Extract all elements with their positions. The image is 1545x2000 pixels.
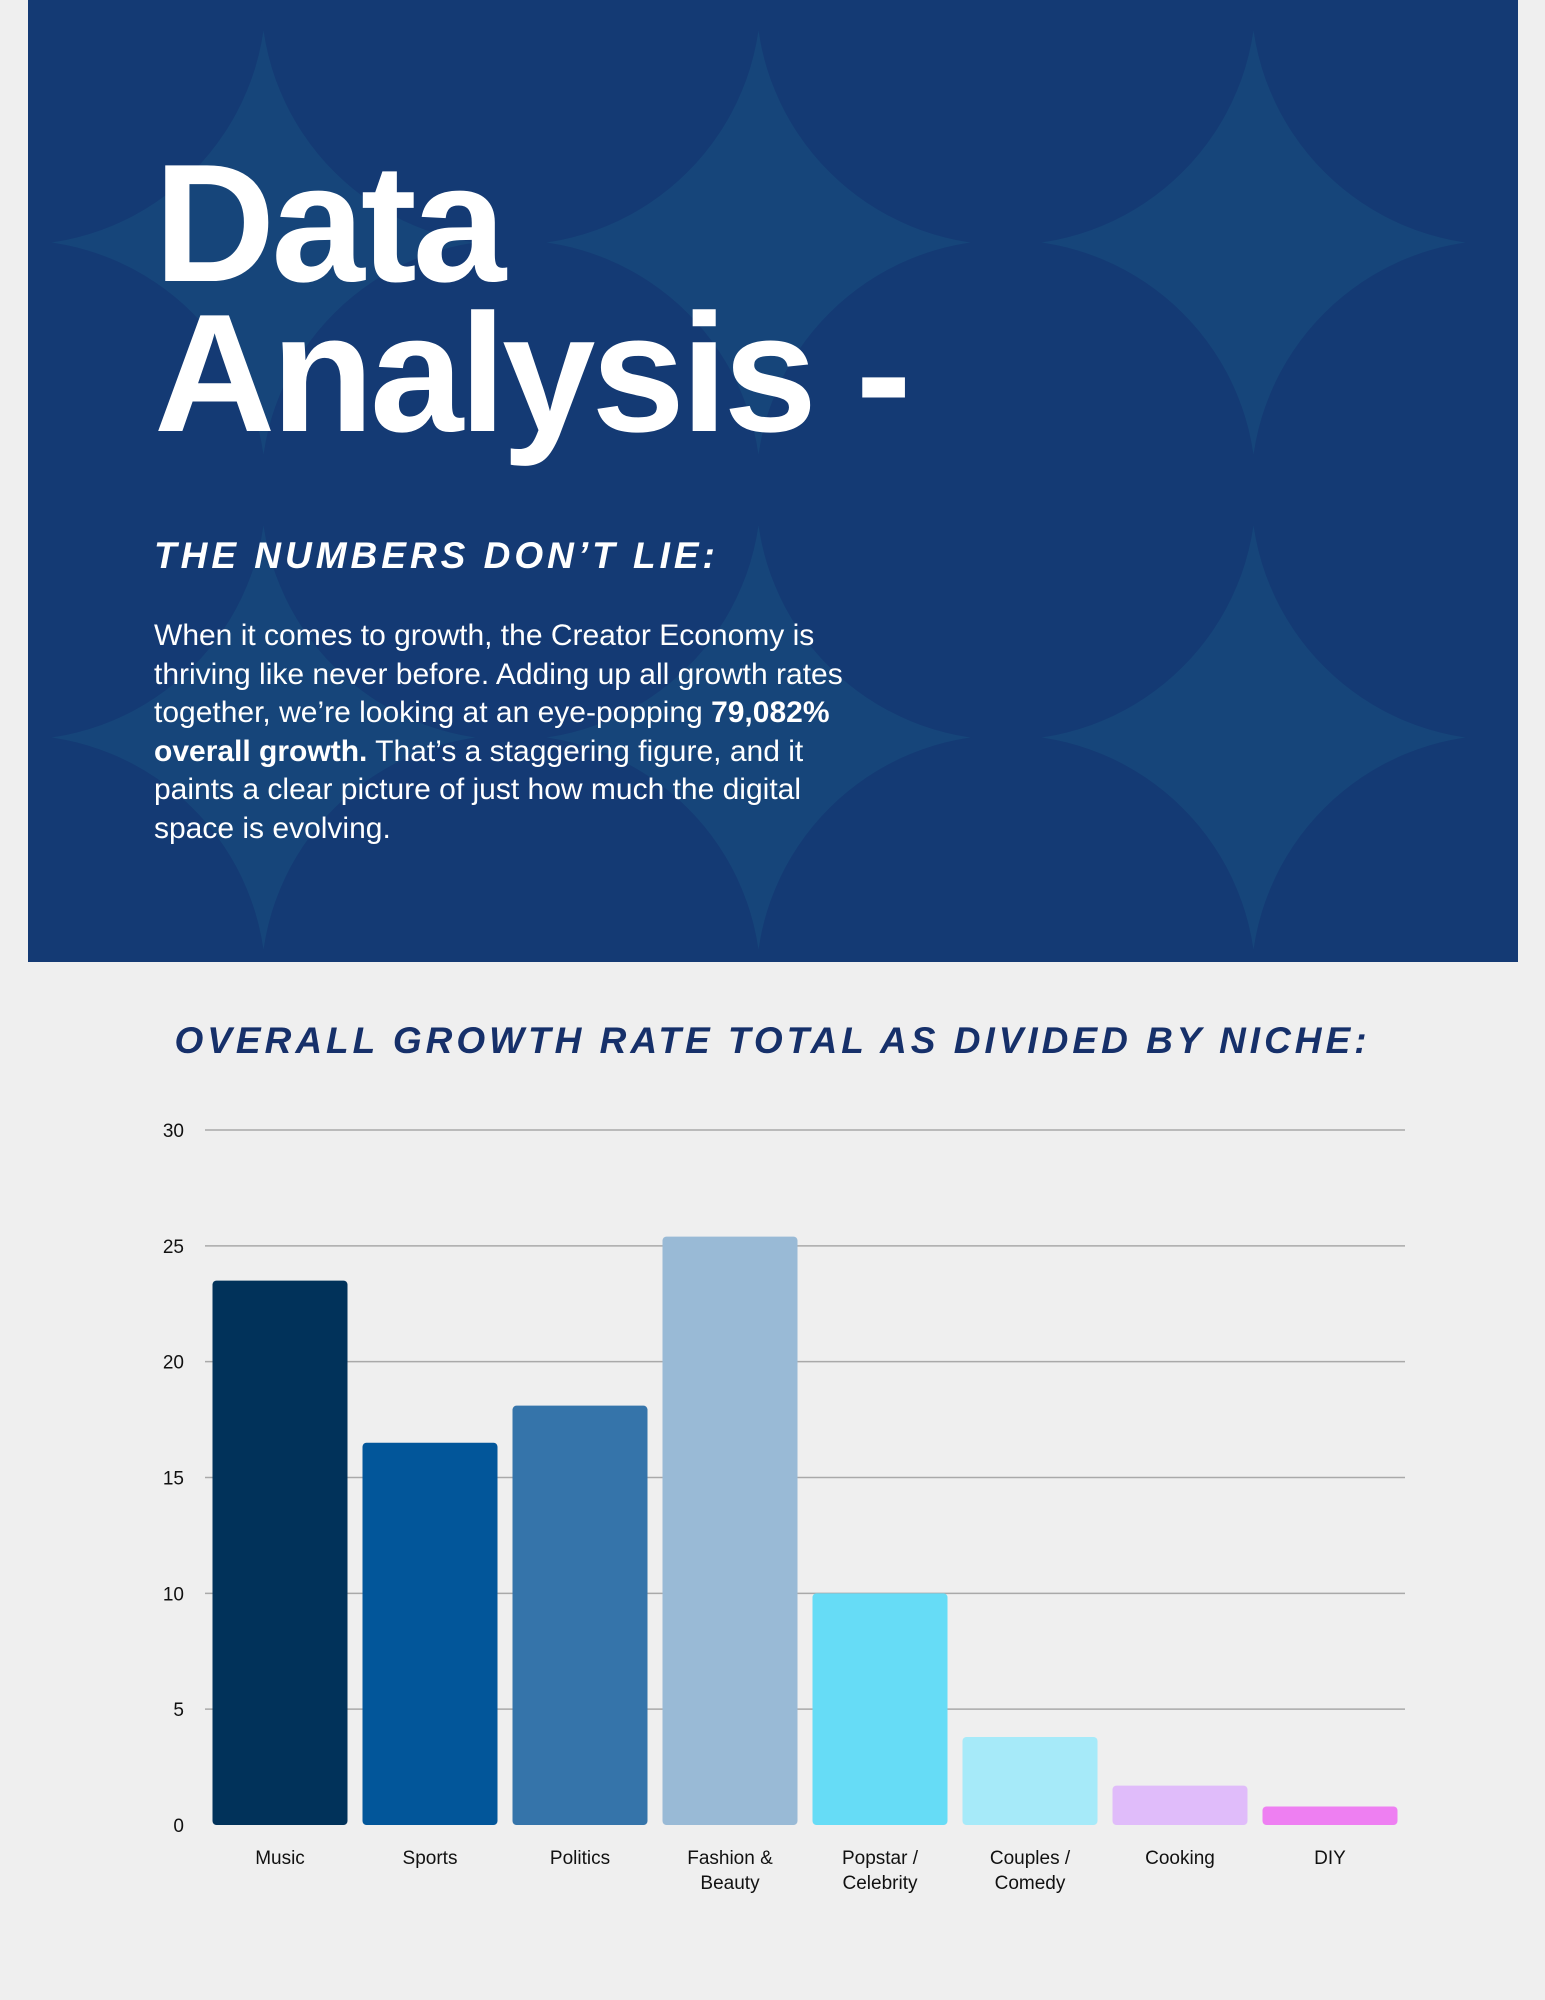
pattern-circle <box>261 240 761 740</box>
intro-paragraph: When it comes to growth, the Creator Eco… <box>154 617 874 848</box>
pattern-circle <box>1251 0 1518 245</box>
x-category-label: Fashion & <box>687 1848 773 1869</box>
bar <box>662 1236 798 1825</box>
bar <box>362 1442 498 1825</box>
bar <box>812 1593 948 1825</box>
bar-chart: 0 5 10 15 20 25 30 Music Sports Politics Fashion &… <box>163 1121 1405 1894</box>
pattern-circle <box>261 0 761 245</box>
x-category-label: Comedy <box>995 1873 1066 1894</box>
x-category-label: Beauty <box>700 1873 760 1894</box>
intro-highlight: 79,082% overall growth. <box>154 696 830 768</box>
pattern-circle <box>28 240 266 740</box>
chart-bars <box>212 1236 1398 1825</box>
hero-banner: Data Analysis - THE NUMBERS DON’T LIE: W… <box>28 0 1518 962</box>
pattern-circle <box>28 735 265 962</box>
pattern-circle <box>262 735 760 962</box>
pattern-circle <box>756 240 1256 740</box>
y-tick-label: 10 <box>163 1584 184 1605</box>
pattern-circle <box>757 735 1255 962</box>
chart-title: OVERALL GROWTH RATE TOTAL AS DIVIDED BY … <box>174 1020 1371 1061</box>
bar <box>962 1736 1098 1825</box>
y-tick-label: 20 <box>163 1353 184 1374</box>
x-category-label: Popstar / <box>842 1848 919 1869</box>
x-category-label: Music <box>255 1848 305 1869</box>
chart-labels: 0 5 10 15 20 25 30 Music Sports Politics Fashion &… <box>163 1121 1346 1894</box>
pattern-circle <box>28 0 266 245</box>
page-title: Data Analysis - <box>154 129 912 467</box>
y-tick-label: 5 <box>173 1700 184 1721</box>
pattern-circle <box>1251 240 1518 740</box>
bar <box>1112 1785 1248 1825</box>
x-category-label: Cooking <box>1145 1848 1215 1869</box>
y-tick-label: 0 <box>173 1816 184 1837</box>
x-category-label: Sports <box>403 1848 458 1869</box>
pattern-circle <box>1252 735 1518 962</box>
y-tick-label: 15 <box>163 1469 184 1490</box>
intro-text-start: When it comes to growth, the Creator Eco… <box>154 619 843 729</box>
section-subtitle: THE NUMBERS DON’T LIE: <box>154 535 719 576</box>
hero-pattern <box>28 0 1518 962</box>
intro-text-end: That’s a staggering figure, and it paint… <box>154 734 804 845</box>
bar <box>1262 1806 1398 1825</box>
y-tick-label: 25 <box>163 1237 184 1258</box>
x-category-label: Celebrity <box>843 1873 918 1894</box>
bar <box>512 1405 648 1825</box>
x-category-label: Politics <box>550 1848 610 1869</box>
x-category-label: Couples / <box>990 1848 1071 1869</box>
pattern-circle <box>756 0 1256 245</box>
y-tick-label: 30 <box>163 1121 184 1142</box>
x-category-label: DIY <box>1314 1848 1346 1869</box>
bar <box>212 1280 348 1825</box>
page-title-line1: Data <box>154 129 506 317</box>
page-title-line2: Analysis - <box>154 279 912 467</box>
